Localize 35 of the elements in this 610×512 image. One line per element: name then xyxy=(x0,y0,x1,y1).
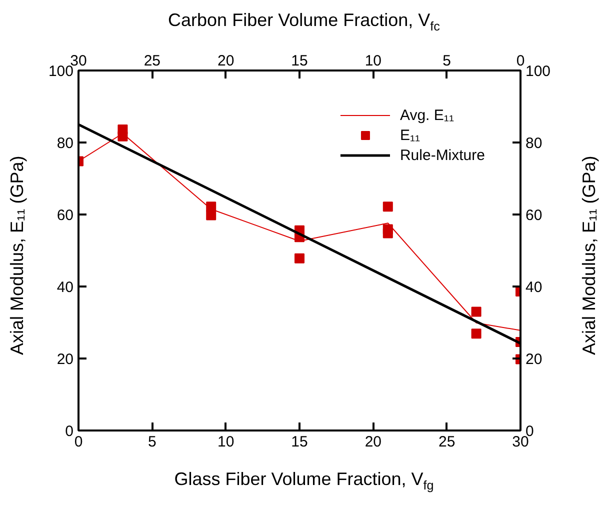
y-tick-label: 0 xyxy=(65,423,74,440)
y-tick-label: 60 xyxy=(56,207,74,224)
legend-label: Rule-Mixture xyxy=(400,146,485,164)
y-tick-label: 40 xyxy=(56,279,74,296)
point xyxy=(471,306,482,317)
x2-tick-label: 10 xyxy=(364,52,382,70)
x2-tick-label: 25 xyxy=(144,52,161,70)
x2-tick-label: 0 xyxy=(516,52,525,70)
y2-tick-label: 20 xyxy=(526,351,542,368)
x2-tick-label: 20 xyxy=(217,52,234,70)
y-axis-title: Axial Modulus, E₁₁ (GPa) xyxy=(6,154,28,357)
point xyxy=(118,131,128,142)
point xyxy=(294,253,304,264)
y-tick-label: 20 xyxy=(56,351,74,368)
x-axis-title: Glass Fiber Volume Fraction, V$_{fg}$ xyxy=(174,468,434,495)
x2-axis-title: Carbon Fiber Volume Fraction, V$_{fc}$ xyxy=(168,9,440,36)
point xyxy=(206,210,216,220)
y-tick-label: 80 xyxy=(56,135,74,152)
y2-tick-label: 40 xyxy=(526,279,542,296)
x-tick-label: 25 xyxy=(438,434,456,450)
y2-tick-label: 100 xyxy=(526,63,551,80)
x-tick-label: 20 xyxy=(364,434,382,450)
x2-tick-label: 15 xyxy=(291,52,308,70)
x2-tick-label: 5 xyxy=(442,52,452,70)
y2-tick-label: 60 xyxy=(526,207,542,224)
x-tick-label: 15 xyxy=(291,434,308,450)
point xyxy=(382,202,393,212)
legend-label: Avg. E₁₁ xyxy=(400,106,454,124)
point xyxy=(471,328,482,339)
y2-tick-label: 80 xyxy=(526,135,542,152)
y2-axis-title: Axial Modulus, E₁₁ (GPa) xyxy=(578,154,600,357)
legend-label: E₁₁ xyxy=(400,126,420,144)
x-tick-label: 5 xyxy=(148,434,156,450)
point xyxy=(382,228,393,238)
x-tick-label: 10 xyxy=(217,434,234,450)
